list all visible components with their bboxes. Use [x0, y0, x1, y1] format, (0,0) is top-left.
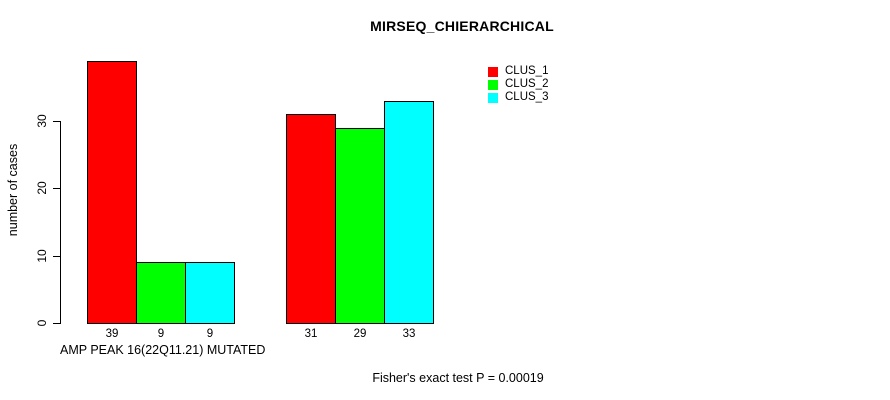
fisher-test-annotation: Fisher's exact test P = 0.00019 — [372, 371, 544, 385]
x-axis-label: AMP PEAK 16(22Q11.21) MUTATED — [60, 343, 266, 357]
bar-value-clus_2-group1: 9 — [157, 328, 165, 340]
y-tick-label-0: 0 — [35, 319, 49, 327]
y-tick-label-10: 10 — [35, 249, 49, 263]
bar-value-clus_3-group1: 9 — [206, 328, 214, 340]
legend-item-clus_1: CLUS_1 — [488, 65, 548, 78]
legend-label-clus_1: CLUS_1 — [505, 65, 549, 77]
y-tick-label-20: 20 — [35, 181, 49, 196]
legend-item-clus_2: CLUS_2 — [488, 78, 548, 91]
legend-label-clus_3: CLUS_3 — [505, 91, 549, 103]
y-tick-mark-0 — [53, 323, 60, 324]
legend: CLUS_1 CLUS_2 CLUS_3 — [488, 65, 548, 104]
bar-clus_3-group1 — [185, 262, 235, 324]
y-tick-label-30: 30 — [35, 114, 49, 128]
legend-item-clus_3: CLUS_3 — [488, 91, 548, 104]
y-axis-line — [60, 121, 61, 324]
bar-clus_2-group2 — [335, 127, 385, 324]
y-axis-label: number of cases — [6, 143, 20, 237]
y-tick-mark-30 — [53, 121, 60, 123]
legend-swatch-clus_1 — [488, 66, 498, 77]
legend-swatch-clus_2 — [488, 79, 498, 90]
bar-clus_1-group2 — [286, 114, 336, 324]
y-tick-mark-10 — [53, 255, 60, 257]
bar-clus_2-group1 — [136, 262, 186, 324]
bar-clus_3-group2 — [384, 100, 434, 324]
bar-value-clus_3-group2: 33 — [402, 328, 416, 340]
bar-value-clus_1-group2: 31 — [304, 328, 318, 340]
bar-clus_1-group1 — [87, 60, 137, 324]
legend-label-clus_2: CLUS_2 — [505, 78, 549, 90]
chart-title: MIRSEQ_CHIERARCHICAL — [370, 18, 554, 34]
bar-value-clus_1-group1: 39 — [105, 328, 119, 340]
bar-value-clus_2-group2: 29 — [353, 328, 367, 340]
legend-swatch-clus_3 — [488, 92, 498, 103]
y-tick-mark-20 — [53, 188, 60, 190]
